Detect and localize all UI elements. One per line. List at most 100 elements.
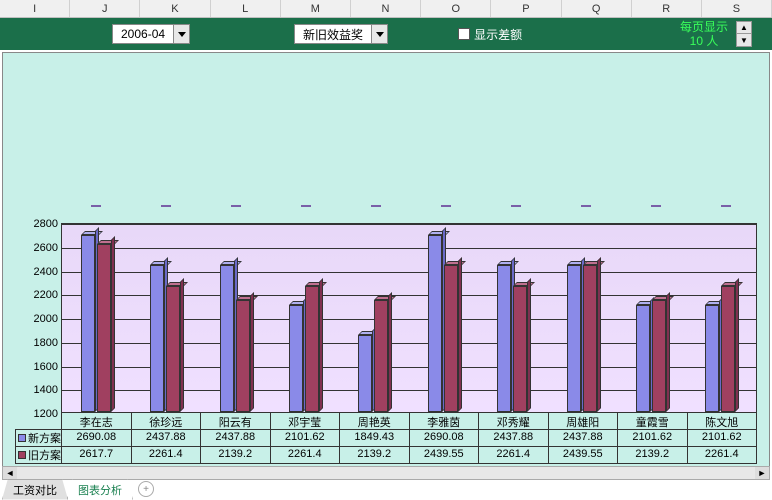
data-cell: 2261.4: [271, 447, 341, 463]
data-cell: 2437.88: [201, 430, 271, 446]
bar: [236, 300, 250, 412]
bar-group: [687, 224, 756, 412]
dash-marker: [581, 205, 591, 207]
y-tick-label: 1200: [34, 408, 58, 420]
data-cell: 2439.55: [549, 447, 619, 463]
data-cell: 1849.43: [340, 430, 410, 446]
y-tick-label: 1600: [34, 361, 58, 373]
sheet-tabs: 工资对比 图表分析 +: [2, 480, 154, 498]
data-cell: 2139.2: [618, 447, 688, 463]
add-sheet-icon[interactable]: +: [138, 481, 154, 497]
data-cell: 2690.08: [410, 430, 480, 446]
bar: [81, 235, 95, 412]
column-headers: IJKLMNOPQRS: [0, 0, 772, 18]
data-cell: 2439.55: [410, 447, 480, 463]
bar: [636, 305, 650, 412]
series-header: 旧方案: [16, 447, 62, 463]
scroll-right-icon[interactable]: ►: [755, 467, 769, 479]
column-header[interactable]: L: [211, 0, 281, 17]
data-cell: 2139.2: [340, 447, 410, 463]
data-cell: 2101.62: [271, 430, 341, 446]
data-cell: 2261.4: [132, 447, 202, 463]
column-header[interactable]: J: [70, 0, 140, 17]
bar: [444, 265, 458, 412]
y-tick-label: 2200: [34, 289, 58, 301]
column-header[interactable]: N: [351, 0, 421, 17]
checkbox-icon: [458, 28, 470, 40]
series-name: 新方案: [28, 430, 61, 446]
data-cell: 2690.08: [62, 430, 132, 446]
data-row: 新方案2690.082437.882437.882101.621849.4326…: [15, 429, 757, 447]
period-value: 2006-04: [113, 27, 173, 41]
chevron-down-icon[interactable]: [371, 25, 387, 43]
dash-marker: [231, 205, 241, 207]
bar-group: [131, 224, 200, 412]
chevron-down-icon[interactable]: [173, 25, 189, 43]
y-tick-label: 2600: [34, 242, 58, 254]
column-header[interactable]: K: [140, 0, 210, 17]
data-row: 旧方案2617.72261.42139.22261.42139.22439.55…: [15, 447, 757, 464]
y-tick-label: 1400: [34, 384, 58, 396]
dash-marker: [161, 205, 171, 207]
bar: [513, 286, 527, 412]
series-header: 新方案: [16, 430, 62, 446]
bar: [305, 286, 319, 412]
dash-marker: [371, 205, 381, 207]
bar-group: [617, 224, 686, 412]
legend-swatch: [18, 451, 26, 459]
bar: [652, 300, 666, 412]
data-cell: 2101.62: [688, 430, 757, 446]
metric-value: 新旧效益奖: [295, 26, 371, 43]
column-header[interactable]: I: [0, 0, 70, 17]
bar: [358, 335, 372, 412]
checkbox-label: 显示差额: [474, 26, 522, 43]
bar: [583, 265, 597, 412]
period-dropdown[interactable]: 2006-04: [112, 24, 190, 44]
metric-dropdown[interactable]: 新旧效益奖: [294, 24, 388, 44]
column-header[interactable]: S: [702, 0, 772, 17]
dash-marker: [651, 205, 661, 207]
bar: [374, 300, 388, 412]
page-size-spinner[interactable]: ▲ ▼: [736, 21, 752, 47]
tab-chart-analysis[interactable]: 图表分析: [67, 479, 133, 500]
bar: [705, 305, 719, 412]
data-cell: 2437.88: [549, 430, 619, 446]
bar: [166, 286, 180, 412]
bar: [150, 265, 164, 412]
data-cell: 2139.2: [201, 447, 271, 463]
spinner-down-icon[interactable]: ▼: [737, 34, 751, 46]
bar: [428, 235, 442, 412]
bar: [497, 265, 511, 412]
scroll-track[interactable]: [17, 467, 755, 479]
show-diff-checkbox[interactable]: 显示差额: [458, 26, 522, 43]
spinner-up-icon[interactable]: ▲: [737, 22, 751, 34]
bar-group: [548, 224, 617, 412]
plot-area: 120014001600180020002200240026002800: [61, 223, 757, 413]
y-tick-label: 2800: [34, 218, 58, 230]
bar-group: [340, 224, 409, 412]
tab-salary-compare[interactable]: 工资对比: [2, 479, 68, 500]
column-header[interactable]: O: [421, 0, 491, 17]
data-cell: 2261.4: [479, 447, 549, 463]
series-name: 旧方案: [28, 447, 61, 463]
dash-marker: [441, 205, 451, 207]
horizontal-scrollbar[interactable]: ◄ ►: [2, 466, 770, 480]
column-header[interactable]: M: [281, 0, 351, 17]
data-cell: 2261.4: [688, 447, 757, 463]
toolbar: 2006-04 新旧效益奖 显示差额 每页显示 10 人 ▲ ▼: [0, 18, 772, 50]
bar: [567, 265, 581, 412]
bar-group: [270, 224, 339, 412]
column-header[interactable]: P: [491, 0, 561, 17]
bar-group: [478, 224, 547, 412]
y-tick-label: 2400: [34, 266, 58, 278]
column-header[interactable]: R: [632, 0, 702, 17]
scroll-left-icon[interactable]: ◄: [3, 467, 17, 479]
y-tick-label: 2000: [34, 313, 58, 325]
bar-group: [201, 224, 270, 412]
data-cell: 2617.7: [62, 447, 132, 463]
bar: [721, 286, 735, 412]
column-header[interactable]: Q: [562, 0, 632, 17]
data-cell: 2101.62: [618, 430, 688, 446]
bar: [289, 305, 303, 412]
data-cell: 2437.88: [132, 430, 202, 446]
